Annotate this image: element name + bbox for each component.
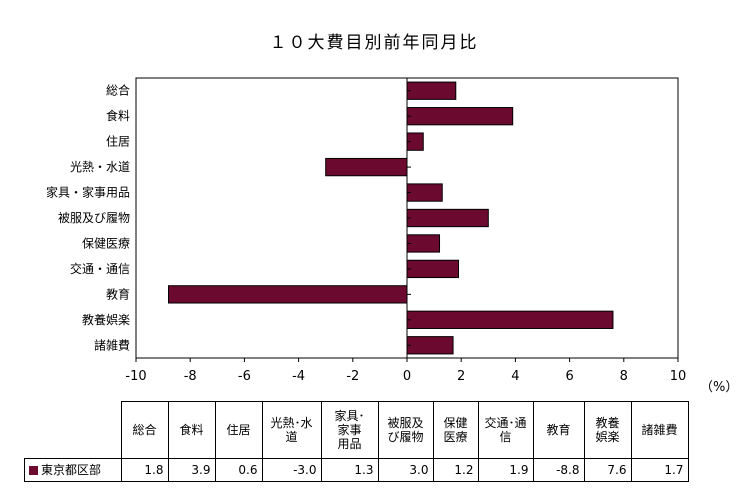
column-header: 被服及 び履物 [377, 401, 434, 459]
x-tick-label: 8 [620, 369, 628, 384]
value-cell: 0.6 [214, 458, 263, 482]
category-label: 食料 [106, 108, 130, 123]
x-tick-label: 6 [565, 369, 573, 384]
x-tick-label: -10 [125, 369, 146, 384]
x-tick-label: 4 [511, 369, 519, 384]
value-cell: 3.0 [377, 458, 434, 482]
column-header: 光熱･水道 [261, 401, 322, 459]
bar [406, 107, 514, 126]
x-tick-label: -2 [346, 369, 359, 384]
category-label: 家具・家事用品 [46, 185, 130, 200]
value-cell: 7.6 [583, 458, 632, 482]
series-name: 東京都区部 [41, 463, 102, 477]
value-cell: 1.8 [120, 458, 169, 482]
table-corner [25, 402, 122, 459]
data-table: 総合 食料 住居 光熱･水道家具･ 家事 用品 被服及 び履物 保健 医療 交通･通信教育 教養 娯楽諸… [24, 401, 689, 482]
bar [406, 234, 441, 253]
value-cell: 1.7 [630, 458, 689, 482]
value-cell: 1.9 [477, 458, 534, 482]
category-label: 教養娯楽 [82, 312, 130, 327]
value-cell: 3.9 [167, 458, 216, 482]
bar [406, 208, 489, 228]
value-cell: 1.2 [432, 458, 479, 482]
category-label: 諸雑費 [94, 337, 130, 352]
category-label: 光熱・水道 [70, 160, 130, 174]
x-tick-label: -8 [184, 369, 197, 384]
legend-swatch [29, 466, 38, 475]
category-label: 被服及び履物 [58, 211, 130, 225]
table-header-row: 総合 食料 住居 光熱･水道家具･ 家事 用品 被服及 び履物 保健 医療 交通･通信教育 教養 娯楽諸… [25, 401, 689, 459]
value-cell: -8.8 [532, 458, 585, 482]
table-row: 東京都区部 1.8 3.9 0.6 -3.0 1.3 3.0 1.2 1.9 -8.8 7.6 1.… [24, 458, 689, 482]
column-header: 家具･ 家事 用品 [320, 401, 379, 459]
column-header: 交通･通信 [477, 401, 534, 459]
column-header: 教養 娯楽 [583, 401, 632, 459]
value-cell: 1.3 [320, 458, 379, 482]
category-label: 保健医療 [82, 236, 130, 250]
category-label: 住居 [106, 135, 130, 149]
column-header: 総合 [120, 401, 169, 459]
category-label: 教育 [106, 286, 130, 301]
column-header: 食料 [167, 401, 216, 459]
x-tick-label: -4 [292, 369, 305, 384]
category-label: 総合 [106, 83, 130, 98]
series-label-cell: 東京都区部 [24, 458, 122, 482]
column-header: 保健 医療 [432, 401, 479, 459]
column-header: 住居 [214, 401, 263, 459]
bar [406, 183, 443, 202]
bar [168, 285, 408, 304]
x-tick-label: 2 [457, 369, 465, 384]
value-cell: -3.0 [261, 458, 322, 482]
unit-label: （%） [700, 380, 739, 395]
x-tick-label: 0 [403, 369, 411, 384]
x-tick-label: -6 [238, 369, 251, 384]
bar [325, 157, 408, 177]
column-header: 教育 [532, 401, 585, 459]
x-tick-label: 10 [670, 369, 687, 384]
chart-title: １０大費目別前年同月比 [269, 33, 479, 53]
category-label: 交通・通信 [70, 261, 130, 276]
bar [406, 259, 459, 279]
column-header: 諸雑費 [630, 401, 689, 459]
bar [406, 310, 614, 329]
bar [406, 81, 457, 100]
bar-chart: 総合食料住居光熱・水道家具・家事用品被服及び履物保健医療交通・通信教育教養娯楽諸… [46, 77, 687, 384]
bar [406, 336, 454, 355]
